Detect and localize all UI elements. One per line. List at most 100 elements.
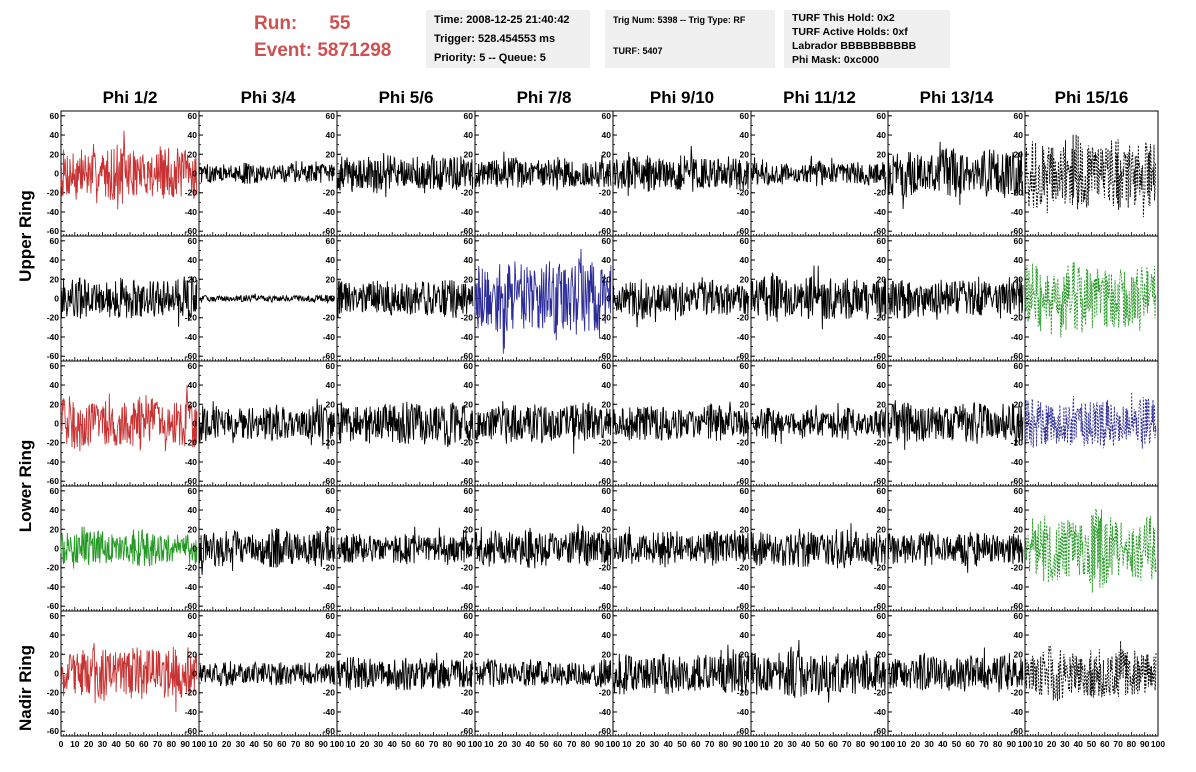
y-tick-label: 0 [330,419,335,429]
x-tick-label: 10 [1034,739,1044,749]
y-tick-label: -60 [599,226,612,236]
y-tick-label: -20 [599,188,612,198]
y-tick-label: 60 [326,111,336,121]
y-tick-label: 40 [188,255,198,265]
panel-r4-c4: -60 -40 -20 0 20 40 60 [461,485,614,612]
y-tick-label: -40 [185,707,198,717]
waveform-trace [887,141,1024,210]
y-tick-label: -60 [323,726,336,736]
y-tick-label: 40 [188,630,198,640]
y-tick-label: 40 [740,130,750,140]
y-tick-label: -60 [461,351,474,361]
y-tick-label: -20 [461,438,474,448]
y-tick-label: 0 [468,169,473,179]
run-event-block: Run: 55 Event: 5871298 [254,10,391,64]
panel-r1-c5: -60 -40 -20 0 20 40 60 [599,110,752,237]
y-tick-label: 0 [192,544,197,554]
y-tick-label: 0 [192,169,197,179]
x-tick-label: 60 [691,739,701,749]
x-tick-label: 40 [801,739,811,749]
x-tick-label: 100 [1018,739,1032,749]
y-tick-label: 60 [602,486,612,496]
phi-mask-text: Phi Mask: 0xc000 [792,54,879,66]
x-tick-label: 30 [98,739,108,749]
y-tick-label: 60 [1014,111,1024,121]
waveform-trace [750,639,887,703]
x-tick-label: 90 [870,739,880,749]
y-tick-label: 0 [606,544,611,554]
y-tick-label: 0 [192,294,197,304]
x-tick-label: 20 [222,739,232,749]
x-tick-label: 90 [594,739,604,749]
panel-r4-c7: -60 -40 -20 0 20 40 60 [874,485,1026,612]
y-tick-label: 20 [326,524,336,534]
y-tick-label: -40 [599,332,612,342]
x-tick-label: 100 [468,739,482,749]
y-tick-label: 0 [330,544,335,554]
y-tick-label: 60 [740,486,750,496]
x-tick-label: 70 [567,739,577,749]
y-tick-label: -20 [323,313,336,323]
x-tick-label: 10 [760,739,770,749]
panel-r2-c1: -60 -40 -20 0 20 40 60 [47,235,200,362]
x-tick-label: 70 [291,739,301,749]
y-tick-label: -40 [737,207,750,217]
y-tick-label: 60 [50,236,60,246]
waveform-trace [60,526,198,569]
y-tick-label: 0 [606,419,611,429]
y-tick-label: -40 [599,457,612,467]
x-tick-label: 90 [456,739,466,749]
y-tick-label: -60 [874,226,887,236]
y-tick-label: -60 [47,226,60,236]
waveform-trace [1024,134,1157,218]
panel-r4-c8: -60 -40 -20 0 20 40 60 [1011,485,1159,612]
x-tick-label: 10 [208,739,218,749]
y-tick-label: -20 [47,688,60,698]
y-tick-label: 60 [188,611,198,621]
y-tick-label: -20 [737,438,750,448]
y-tick-label: 60 [740,111,750,121]
y-tick-label: 60 [602,111,612,121]
y-tick-label: 40 [602,130,612,140]
y-tick-label: 60 [464,361,474,371]
y-tick-label: 40 [740,380,750,390]
y-tick-label: -60 [1011,226,1024,236]
column-header-5: Phi 9/10 [649,88,715,107]
y-tick-label: 20 [326,149,336,159]
waveform-trace [612,644,750,695]
y-tick-label: 0 [606,669,611,679]
panel-r4-c6: -60 -40 -20 0 20 40 60 [737,485,889,612]
y-tick-label: 60 [740,361,750,371]
y-tick-label: 0 [1018,169,1023,179]
y-tick-label: -20 [599,688,612,698]
panel-r2-c6: -60 -40 -20 0 20 40 60 [737,235,889,362]
y-tick-label: 60 [50,111,60,121]
y-tick-label: 0 [1018,544,1023,554]
x-tick-label: 20 [1047,739,1057,749]
y-tick-label: -20 [737,313,750,323]
x-tick-label: 40 [938,739,948,749]
y-tick-label: -60 [1011,351,1024,361]
y-tick-label: -20 [1011,313,1024,323]
x-tick-label: 40 [663,739,673,749]
y-tick-label: 40 [464,380,474,390]
y-tick-label: -60 [323,476,336,486]
event-label: Event: [254,40,313,61]
y-tick-label: -20 [185,563,198,573]
y-tick-label: 20 [877,649,887,659]
y-tick-label: -40 [874,582,887,592]
y-tick-label: -60 [323,226,336,236]
y-tick-label: 40 [50,380,60,390]
x-tick-label: 60 [553,739,563,749]
x-tick-label: 90 [1140,739,1150,749]
y-tick-label: 40 [50,505,60,515]
y-tick-label: 60 [188,486,198,496]
y-tick-label: -20 [185,438,198,448]
y-tick-label: 40 [326,630,336,640]
x-tick-label: 10 [622,739,632,749]
x-tick-label: 0 [335,739,340,749]
x-tick-label: 40 [111,739,121,749]
